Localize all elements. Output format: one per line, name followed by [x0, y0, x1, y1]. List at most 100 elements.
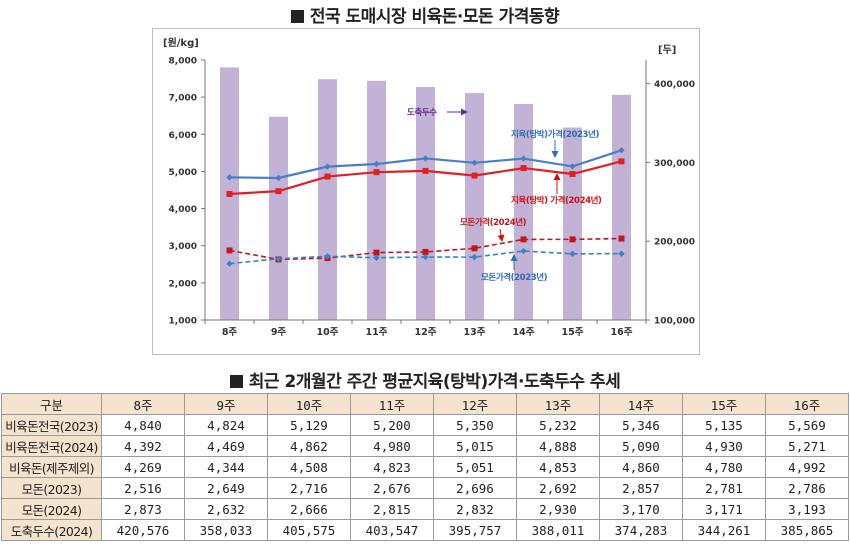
- table-cell: 420,576: [101, 519, 185, 541]
- x-tick-label: 11주: [366, 327, 388, 338]
- series-3-point: [324, 253, 331, 260]
- series-0-point: [569, 163, 576, 170]
- table-row: 비육돈전국(2023) 4,840 4,824 5,129 5,200 5,350 5,23…: [1, 414, 849, 436]
- series-2-point: [471, 245, 478, 252]
- table-cell: 2,666: [267, 498, 351, 520]
- header-week: 9주: [184, 393, 268, 415]
- series-1-point: [324, 173, 331, 180]
- table-cell: 3,171: [682, 498, 766, 520]
- series-2-point: [520, 236, 527, 243]
- table-cell: 5,346: [599, 414, 683, 436]
- table-cell: 395,757: [433, 519, 517, 541]
- table-cell: 5,271: [765, 435, 849, 457]
- table-cell: 4,780: [682, 456, 766, 478]
- series-1-point: [471, 172, 478, 179]
- annotation-label-1: 지육(탕박)가격(2023년): [511, 129, 599, 140]
- series-3-point: [275, 255, 282, 262]
- bar-slaughter-9주: [269, 116, 288, 321]
- series-3-point: [569, 250, 576, 258]
- bar-slaughter-11주: [367, 80, 386, 320]
- y-left-tick-label: 3,000: [169, 242, 197, 252]
- table-cell: 4,930: [682, 435, 766, 457]
- price-trend-table: 구분 8주 9주 10주 11주 12주 13주 14주 15주 16주 비육돈전국(2023) 4…: [1, 393, 849, 541]
- table-cell: 2,696: [433, 477, 517, 499]
- table-cell: 5,350: [433, 414, 517, 436]
- series-0-point: [373, 160, 380, 168]
- header-week: 16주: [765, 393, 849, 415]
- table-cell: 2,815: [350, 498, 434, 520]
- table-cell: 388,011: [516, 519, 600, 541]
- y-left-tick-label: 7,000: [169, 94, 197, 104]
- header-week: 12주: [433, 393, 517, 415]
- square-bullet-icon: [229, 375, 243, 388]
- series-line-2: [229, 237, 622, 261]
- series-0-point: [226, 174, 233, 181]
- series-2-point: [569, 236, 576, 243]
- combo-chart: 1,000 2,000 3,000 4,000 5,000 6,000 7,000 8,000…: [163, 36, 695, 338]
- y-left-axis-label: [원/kg]: [163, 36, 199, 49]
- row-label: 모돈(2024): [1, 498, 102, 520]
- x-tick-label: 9주: [271, 327, 287, 338]
- series-1-point: [275, 188, 282, 195]
- series-1-point: [373, 169, 380, 176]
- table-cell: 3,170: [599, 498, 683, 520]
- table-cell: 4,469: [184, 435, 268, 457]
- series-1-point: [422, 167, 429, 174]
- table-cell: 2,832: [433, 498, 517, 520]
- header-week: 10주: [267, 393, 351, 415]
- table-cell: 4,992: [765, 456, 849, 478]
- table-cell: 4,888: [516, 435, 600, 457]
- series-0-point: [275, 174, 282, 182]
- square-bullet-icon: [290, 10, 304, 23]
- row-label: 모돈(2023): [1, 477, 102, 499]
- series-0-point: [324, 163, 331, 170]
- table-cell: 5,569: [765, 414, 849, 436]
- series-2-point: [373, 249, 380, 256]
- x-tick-label: 10주: [317, 327, 339, 338]
- y-left-tick-label: 4,000: [169, 205, 197, 215]
- annotation-arrow-3: [497, 228, 505, 242]
- table-cell: 5,200: [350, 414, 434, 436]
- table-cell: 4,860: [599, 456, 683, 478]
- series-2-point: [226, 247, 233, 254]
- series-3-point: [226, 260, 233, 267]
- x-tick-label: 13주: [464, 327, 486, 338]
- y-right-tick-label: 300,000: [654, 159, 695, 169]
- x-tick-label: 12주: [415, 327, 437, 338]
- table-cell: 4,840: [101, 414, 185, 436]
- bar-slaughter-12주: [416, 86, 435, 320]
- series-3-point: [520, 247, 527, 255]
- table-row: 모돈(2024) 2,873 2,632 2,666 2,815 2,832 2,930 3,…: [1, 498, 849, 520]
- series-1-point: [226, 191, 233, 198]
- table-title: 최근 2개월간 주간 평균지육(탕박)가격·도축두수 추세: [0, 367, 850, 392]
- series-3-point: [618, 250, 625, 257]
- header-week: 15주: [682, 393, 766, 415]
- y-left-tick-label: 5,000: [169, 168, 197, 178]
- annotation-label-3: 모돈가격(2024년): [460, 217, 527, 228]
- bar-slaughter-10주: [318, 79, 337, 320]
- series-1-point: [618, 158, 625, 165]
- table-cell: 2,781: [682, 477, 766, 499]
- table-cell: 2,786: [765, 477, 849, 499]
- series-0-point: [618, 147, 625, 154]
- table-cell: 374,283: [599, 519, 683, 541]
- table-cell: 5,232: [516, 414, 600, 436]
- table-cell: 2,873: [101, 498, 185, 520]
- row-label: 비육돈전국(2023): [1, 414, 102, 436]
- table-row: 모돈(2023) 2,516 2,649 2,716 2,676 2,696 2,692 2,…: [1, 477, 849, 499]
- header-week: 14주: [599, 393, 683, 415]
- y-right-axis-label: [두]: [658, 44, 676, 56]
- table-row: 비육돈전국(2024) 4,392 4,469 4,862 4,980 5,015 4,88…: [1, 435, 849, 457]
- header-week: 13주: [516, 393, 600, 415]
- table-cell: 2,516: [101, 477, 185, 499]
- table-cell: 403,547: [350, 519, 434, 541]
- annotation-label-2: 지육(탕박) 가격(2024년): [511, 195, 602, 206]
- table-cell: 4,824: [184, 414, 268, 436]
- series-2-point: [422, 248, 429, 255]
- series-3-point: [422, 253, 429, 261]
- table-cell: 4,853: [516, 456, 600, 478]
- bar-slaughter-16주: [612, 94, 631, 320]
- header-category: 구분: [1, 393, 102, 415]
- bar-slaughter-13주: [465, 93, 484, 320]
- x-tick-label: 8주: [222, 327, 238, 338]
